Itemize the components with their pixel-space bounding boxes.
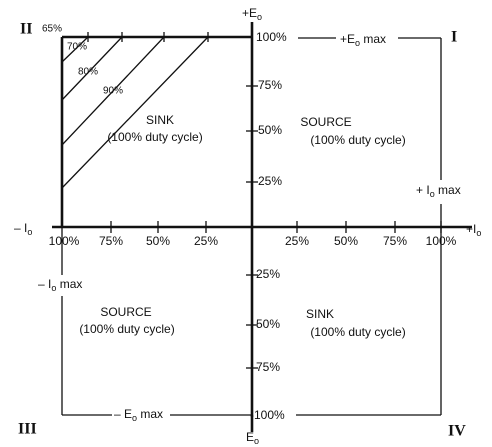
current-tick-label: 100%	[426, 234, 457, 248]
efficiency-label: 70%	[67, 42, 87, 53]
current-tick-label: 100%	[49, 234, 80, 248]
axis-label: Eo	[246, 430, 259, 446]
region-note: (100% duty cycle)	[310, 133, 405, 147]
voltage-tick-label: 25%	[258, 174, 282, 188]
voltage-tick-label: -25%	[252, 267, 280, 281]
efficiency-lines	[61, 36, 209, 189]
current-tick-label: 25%	[285, 234, 309, 248]
limit-label: – Io max	[38, 277, 82, 293]
region-note: (100% duty cycle)	[79, 322, 174, 336]
tick-marks	[87, 32, 442, 369]
voltage-tick-label: 50%	[258, 123, 282, 137]
region-label: SOURCE	[100, 305, 151, 319]
boundary	[60, 35, 442, 416]
voltage-tick-label: 100%	[256, 30, 287, 44]
current-tick-label: 50%	[334, 234, 358, 248]
quadrant-label: I	[451, 29, 457, 46]
region-label: SINK	[306, 307, 334, 321]
region-note: (100% duty cycle)	[310, 325, 405, 339]
voltage-tick-label: -100%	[250, 408, 285, 422]
current-tick-label: 75%	[383, 234, 407, 248]
region-note: (100% duty cycle)	[107, 130, 202, 144]
current-tick-label: 50%	[146, 234, 170, 248]
quadrant-label: III	[18, 421, 37, 438]
voltage-tick-label: -75%	[252, 360, 280, 374]
limit-label: – Eo max	[114, 407, 163, 423]
voltage-tick-label: 75%	[258, 78, 282, 92]
current-tick-label: 75%	[99, 234, 123, 248]
axis-label: +Eo	[242, 6, 262, 22]
efficiency-label: 65%	[42, 24, 62, 35]
region-label: SOURCE	[300, 115, 351, 129]
limit-label: + Io max	[416, 183, 461, 199]
voltage-tick-label: -50%	[252, 317, 280, 331]
quadrant-label: IV	[448, 423, 466, 440]
axis-label: – Io	[14, 221, 32, 237]
quadrant-label: II	[20, 21, 32, 38]
efficiency-label: 90%	[103, 86, 123, 97]
current-tick-label: 25%	[194, 234, 218, 248]
limit-label: +Eo max	[340, 32, 386, 48]
efficiency-label: 80%	[78, 67, 98, 78]
region-label: SINK	[146, 113, 174, 127]
axis-label: +Io	[466, 222, 481, 238]
